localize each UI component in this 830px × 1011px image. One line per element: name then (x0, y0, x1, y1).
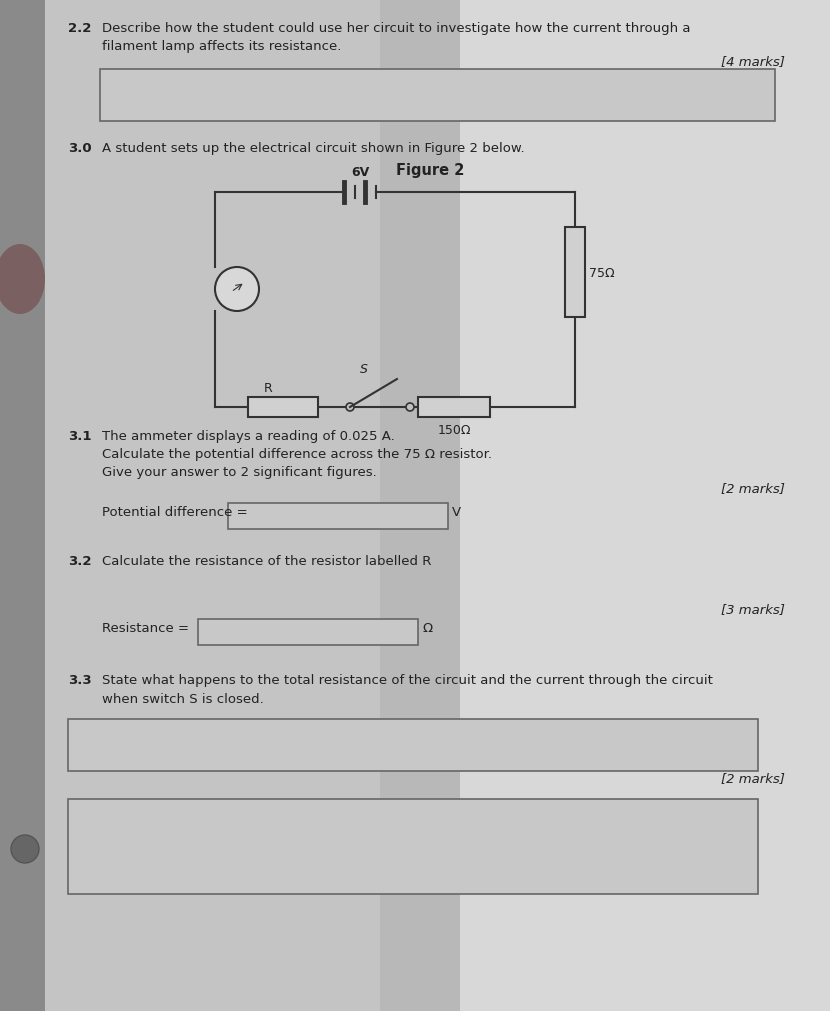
Text: Resistance =: Resistance = (102, 622, 189, 634)
Circle shape (406, 403, 414, 411)
Text: 3.3: 3.3 (68, 673, 91, 686)
Text: V: V (452, 506, 461, 519)
Text: Give your answer to 2 significant figures.: Give your answer to 2 significant figure… (102, 465, 377, 478)
Text: 3.2: 3.2 (68, 554, 91, 567)
Bar (228, 503, 448, 530)
Text: A student sets up the electrical circuit shown in Figure 2 below.: A student sets up the electrical circuit… (102, 142, 525, 155)
Text: The ammeter displays a reading of 0.025 A.: The ammeter displays a reading of 0.025 … (102, 430, 395, 443)
Bar (68, 800, 758, 894)
Bar (380, 0, 460, 1011)
Text: Potential difference =: Potential difference = (102, 506, 247, 519)
Bar (565, 227, 585, 317)
Text: [2 marks]: [2 marks] (721, 481, 785, 494)
Bar (45, 0, 425, 1011)
Text: 3.1: 3.1 (68, 430, 91, 443)
Text: 150Ω: 150Ω (437, 424, 471, 437)
Bar (198, 620, 418, 645)
Text: Ω: Ω (422, 622, 432, 634)
Circle shape (346, 403, 354, 411)
Text: 2.2: 2.2 (68, 22, 91, 35)
Text: [3 marks]: [3 marks] (721, 603, 785, 616)
Text: S: S (360, 363, 368, 376)
Text: A: A (232, 283, 242, 296)
Text: Figure 2: Figure 2 (396, 163, 464, 178)
Text: Describe how the student could use her circuit to investigate how the current th: Describe how the student could use her c… (102, 22, 691, 53)
Ellipse shape (0, 245, 45, 314)
Bar (68, 719, 758, 771)
Bar (248, 397, 318, 418)
Text: R: R (264, 381, 272, 394)
Text: [4 marks]: [4 marks] (721, 55, 785, 68)
Text: Calculate the resistance of the resistor labelled R: Calculate the resistance of the resistor… (102, 554, 432, 567)
Text: State what happens to the total resistance of the circuit and the current throug: State what happens to the total resistan… (102, 673, 713, 706)
Bar (100, 70, 775, 122)
Text: 3.0: 3.0 (68, 142, 91, 155)
Circle shape (215, 268, 259, 311)
Circle shape (11, 835, 39, 863)
Text: 75Ω: 75Ω (589, 266, 615, 279)
Text: 6V: 6V (351, 166, 369, 179)
Text: Calculate the potential difference across the 75 Ω resistor.: Calculate the potential difference acros… (102, 448, 492, 461)
Text: [2 marks]: [2 marks] (721, 771, 785, 785)
Bar (425, 0, 830, 1011)
Bar (0, 0, 45, 1011)
Bar (418, 397, 490, 418)
